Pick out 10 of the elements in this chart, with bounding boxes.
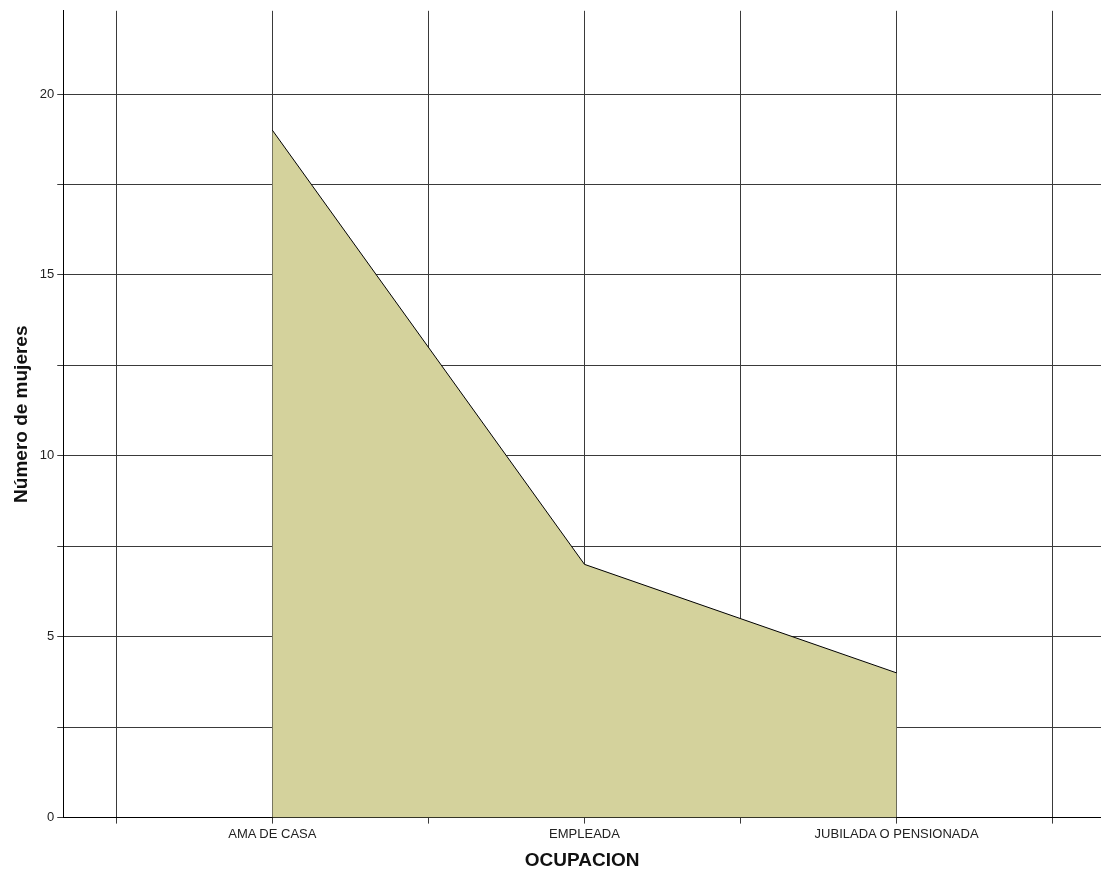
y-tick-label: 15 [39,266,55,282]
y-tick-label: 20 [39,85,55,101]
y-tick-label: 10 [39,447,55,463]
x-tick-label: AMA DE CASA [228,825,317,841]
y-axis-title: Número de mujeres [9,325,31,503]
y-tick-label: 5 [47,628,55,644]
x-axis-title: OCUPACION [524,848,640,870]
y-tick-label: 0 [47,809,55,825]
x-tick-label: JUBILADA O PENSIONADA [814,825,979,841]
x-tick-label: EMPLEADA [549,825,621,841]
